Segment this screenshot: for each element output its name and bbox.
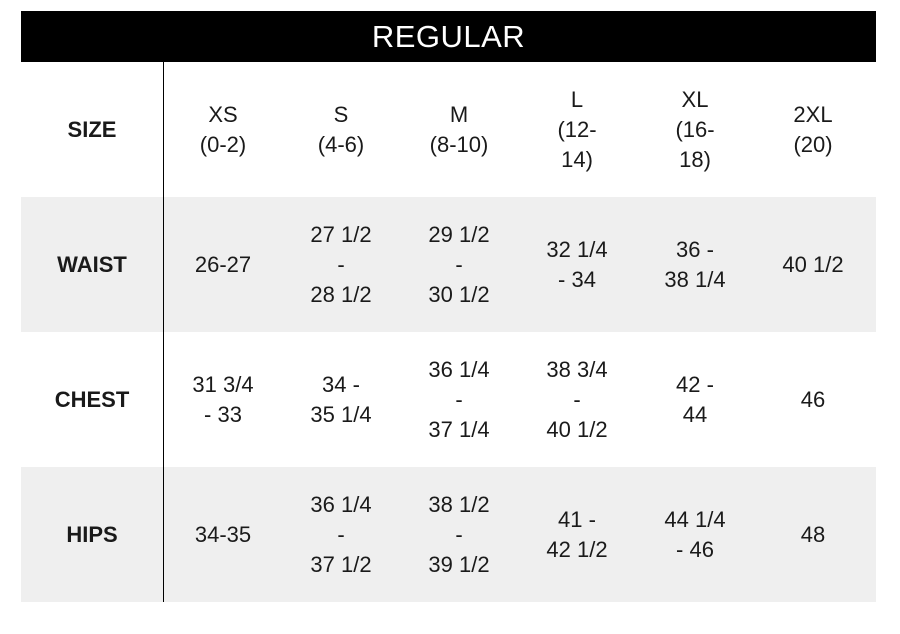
table-cell: 32 1/4 - 34 <box>546 236 608 292</box>
table-cell: 27 1/2 - 28 1/2 <box>310 221 372 307</box>
table-cell: 38 1/2 - 39 1/2 <box>428 491 490 577</box>
size-header: XL (16- 18) <box>675 86 715 172</box>
size-header: 2XL (20) <box>793 101 833 157</box>
row-label: WAIST <box>21 197 164 332</box>
header-row: SIZE XS (0-2) S (4-6) M (8-10) L (12- 14… <box>21 62 876 197</box>
size-chart-title: REGULAR <box>21 11 876 62</box>
table-cell: 40 1/2 <box>782 251 844 277</box>
table-row-waist: WAIST 26-27 27 1/2 - 28 1/2 29 1/2 - 30 … <box>21 197 876 332</box>
table-cell: 42 - 44 <box>676 371 714 427</box>
table-cell: 41 - 42 1/2 <box>546 506 608 562</box>
table-cell: 34 - 35 1/4 <box>310 371 372 427</box>
table-cell: 29 1/2 - 30 1/2 <box>428 221 490 307</box>
table-row-chest: CHEST 31 3/4 - 33 34 - 35 1/4 36 1/4 - 3… <box>21 332 876 467</box>
size-header: M (8-10) <box>429 101 489 157</box>
row-label: CHEST <box>21 332 164 467</box>
table-cell: 36 1/4 - 37 1/2 <box>310 491 372 577</box>
table-cell: 34-35 <box>194 521 252 547</box>
table-cell: 36 1/4 - 37 1/4 <box>428 356 490 442</box>
size-header: S (4-6) <box>317 101 365 157</box>
row-label: HIPS <box>21 467 164 602</box>
table-cell: 46 <box>800 386 826 412</box>
table-cell: 48 <box>800 521 826 547</box>
size-header: XS (0-2) <box>199 101 247 157</box>
size-chart-table: SIZE XS (0-2) S (4-6) M (8-10) L (12- 14… <box>21 62 876 602</box>
table-cell: 31 3/4 - 33 <box>192 371 254 427</box>
table-row-hips: HIPS 34-35 36 1/4 - 37 1/2 38 1/2 - 39 1… <box>21 467 876 602</box>
row-label: SIZE <box>21 62 164 197</box>
table-cell: 44 1/4 - 46 <box>664 506 726 562</box>
table-cell: 38 3/4 - 40 1/2 <box>546 356 608 442</box>
table-cell: 36 - 38 1/4 <box>664 236 726 292</box>
table-cell: 26-27 <box>194 251 252 277</box>
size-header: L (12- 14) <box>557 86 597 172</box>
